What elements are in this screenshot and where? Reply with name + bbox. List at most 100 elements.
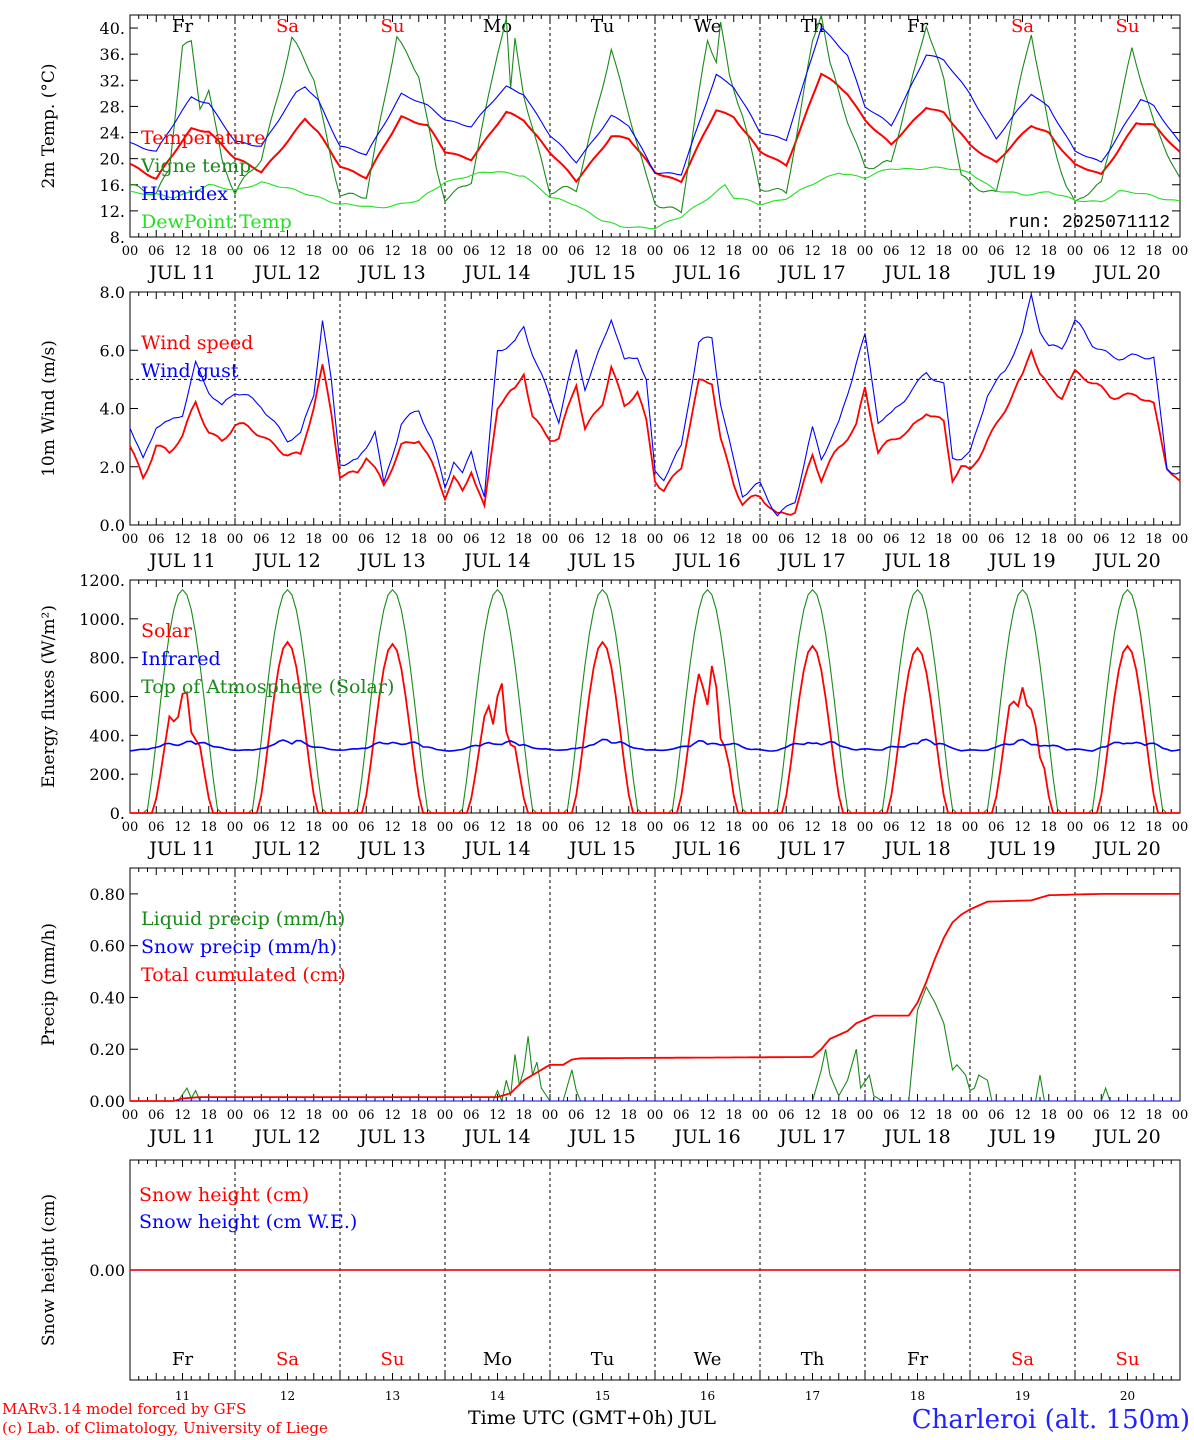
y-tick-label: 28. (100, 97, 125, 116)
day-label: JUL 20 (1092, 262, 1160, 284)
legend-label: Snow precip (mm/h) (141, 936, 337, 958)
day-label: JUL 19 (987, 838, 1055, 860)
hour-tick-label: 12 (489, 532, 506, 547)
hour-tick-label: 18 (305, 820, 322, 835)
hour-tick-label: 06 (988, 244, 1005, 259)
hour-tick-label: 06 (148, 1108, 165, 1123)
panel-1: 8. 12. 16. 20. 24. 28. 32. 36. 40. 2m Temp. (°C) 0… (39, 14, 1188, 284)
series-line-humidex (129, 26, 1181, 176)
weekday-label: Mo (483, 16, 512, 37)
day-label: JUL 18 (882, 838, 950, 860)
y-tick-label: 200. (89, 765, 125, 784)
hour-tick-label: 06 (778, 532, 795, 547)
hour-tick-label: 12 (384, 1108, 401, 1123)
day-number-label: 12 (280, 1389, 295, 1403)
y-tick-label: 1000. (79, 610, 125, 629)
day-label: JUL 17 (777, 550, 845, 572)
hour-tick-label: 06 (883, 820, 900, 835)
hour-tick-label: 18 (410, 244, 427, 259)
hour-tick-label: 12 (174, 1108, 191, 1123)
hour-tick-label: 00 (962, 820, 979, 835)
day-number-label: 19 (1015, 1389, 1030, 1403)
weekday-label: Su (381, 16, 405, 37)
hour-tick-label: 06 (358, 820, 375, 835)
day-label: JUL 12 (252, 1126, 320, 1148)
hour-tick-label: 06 (463, 244, 480, 259)
y-tick-label: 0.60 (89, 937, 125, 956)
day-label: JUL 13 (357, 1126, 425, 1148)
hour-tick-label: 00 (752, 820, 769, 835)
series-line-wind-speed (129, 348, 1181, 516)
hour-tick-label: 00 (1067, 532, 1084, 547)
series-line-dewpoint-temp (129, 166, 1181, 230)
hour-tick-label: 06 (883, 532, 900, 547)
hour-tick-label: 00 (122, 244, 139, 259)
hour-tick-label: 00 (437, 532, 454, 547)
hour-tick-label: 06 (778, 820, 795, 835)
hour-tick-label: 18 (935, 244, 952, 259)
hour-tick-label: 12 (174, 244, 191, 259)
hour-tick-label: 12 (279, 532, 296, 547)
day-label: JUL 14 (462, 1126, 530, 1148)
day-label: JUL 14 (462, 262, 530, 284)
hour-tick-label: 06 (1093, 1108, 1110, 1123)
y-tick-label: 0.80 (89, 885, 125, 904)
hour-tick-label: 12 (699, 820, 716, 835)
hour-tick-label: 12 (1119, 1108, 1136, 1123)
y-axis-label: Precip (mm/h) (39, 923, 59, 1046)
hour-tick-label: 06 (568, 1108, 585, 1123)
hour-tick-label: 12 (699, 532, 716, 547)
hour-tick-label: 06 (988, 820, 1005, 835)
y-tick-label: 8.0 (100, 283, 125, 302)
y-tick-label: 0.00 (89, 1261, 125, 1280)
day-label: JUL 13 (357, 550, 425, 572)
hour-tick-label: 00 (647, 820, 664, 835)
hour-tick-label: 00 (437, 820, 454, 835)
hour-tick-label: 12 (909, 1108, 926, 1123)
hour-tick-label: 12 (804, 244, 821, 259)
hour-tick-label: 06 (568, 532, 585, 547)
weekday-label: Fr (907, 16, 928, 37)
y-tick-label: 0.20 (89, 1040, 125, 1059)
hour-tick-label: 18 (515, 1108, 532, 1123)
hour-tick-label: 00 (1172, 1108, 1189, 1123)
hour-tick-label: 18 (725, 532, 742, 547)
hour-tick-label: 12 (489, 820, 506, 835)
hour-tick-label: 00 (857, 244, 874, 259)
series-line-solar (130, 640, 1180, 814)
y-tick-label: 32. (100, 71, 125, 90)
hour-tick-label: 12 (594, 820, 611, 835)
hour-tick-label: 18 (830, 820, 847, 835)
day-number-label: 16 (700, 1389, 715, 1403)
day-label: JUL 18 (882, 1126, 950, 1148)
hour-tick-label: 06 (883, 1108, 900, 1123)
hour-tick-label: 06 (673, 1108, 690, 1123)
hour-tick-label: 06 (253, 244, 270, 259)
day-label: JUL 17 (777, 1126, 845, 1148)
hour-tick-label: 18 (725, 244, 742, 259)
day-label: JUL 15 (567, 262, 635, 284)
day-label: JUL 18 (882, 262, 950, 284)
hour-tick-label: 00 (227, 820, 244, 835)
panel-5: 0.00 Snow height (cm) Snow height (cm) Snow… (39, 1159, 1181, 1403)
day-label: JUL 19 (987, 550, 1055, 572)
hour-tick-label: 00 (122, 532, 139, 547)
weekday-label: Su (381, 1349, 405, 1370)
panel-3: 0. 200. 400. 600. 800. 1000. 1200. Energy fluxe… (39, 571, 1188, 860)
day-number-label: 13 (385, 1389, 400, 1403)
legend-label: DewPoint Temp (141, 211, 292, 233)
day-label: JUL 16 (672, 550, 740, 572)
day-label: JUL 13 (357, 838, 425, 860)
hour-tick-label: 18 (935, 532, 952, 547)
day-label: JUL 11 (147, 550, 215, 572)
hour-tick-label: 00 (857, 820, 874, 835)
footer-model-text: MARv3.14 model forced by GFS (2, 1400, 246, 1418)
hour-tick-label: 06 (358, 1108, 375, 1123)
legend-label: Vigne temp (140, 155, 251, 177)
hour-tick-label: 18 (620, 1108, 637, 1123)
hour-tick-label: 18 (305, 532, 322, 547)
hour-tick-label: 12 (804, 820, 821, 835)
hour-tick-label: 12 (1119, 820, 1136, 835)
hour-tick-label: 18 (935, 820, 952, 835)
